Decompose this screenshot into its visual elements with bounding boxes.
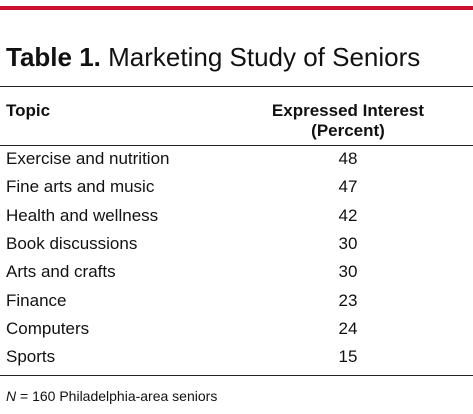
row-value: 30 — [338, 233, 358, 253]
title-text: Marketing Study of Seniors — [108, 42, 421, 72]
row-topic: Arts and crafts — [6, 262, 116, 282]
row-value: 23 — [338, 290, 358, 310]
row-topic: Computers — [6, 318, 90, 338]
row-value: 15 — [338, 347, 358, 367]
row-value: 42 — [338, 205, 358, 225]
row-topic: Finance — [6, 290, 67, 310]
footnote-variable: N — [6, 388, 17, 404]
row-topic: Sports — [6, 347, 56, 367]
row-topic: Exercise and nutrition — [6, 149, 170, 168]
row-topic: Fine arts and music — [6, 177, 155, 197]
row-value: 30 — [338, 262, 358, 282]
title-rule — [0, 86, 473, 87]
row-topic: Health and wellness — [6, 205, 159, 225]
row-value: 24 — [338, 318, 358, 338]
table-label: Table 1. — [6, 42, 101, 72]
row-topic: Book discussions — [6, 233, 138, 253]
footnote-text: = 160 Philadelphia-area seniors — [20, 388, 218, 404]
column-header: Expressed Interest — [271, 101, 425, 120]
bottom-rule — [0, 375, 473, 376]
row-value: 47 — [338, 177, 358, 197]
column-header: (Percent) — [311, 121, 385, 140]
header-rule — [0, 145, 473, 146]
row-value: 48 — [338, 149, 358, 168]
column-header: Topic — [6, 101, 51, 120]
table-title: Table 1. Marketing Study of Seniors — [6, 42, 420, 72]
footnote: N = 160 Philadelphia-area seniors — [6, 388, 217, 405]
top-rule — [0, 6, 473, 10]
